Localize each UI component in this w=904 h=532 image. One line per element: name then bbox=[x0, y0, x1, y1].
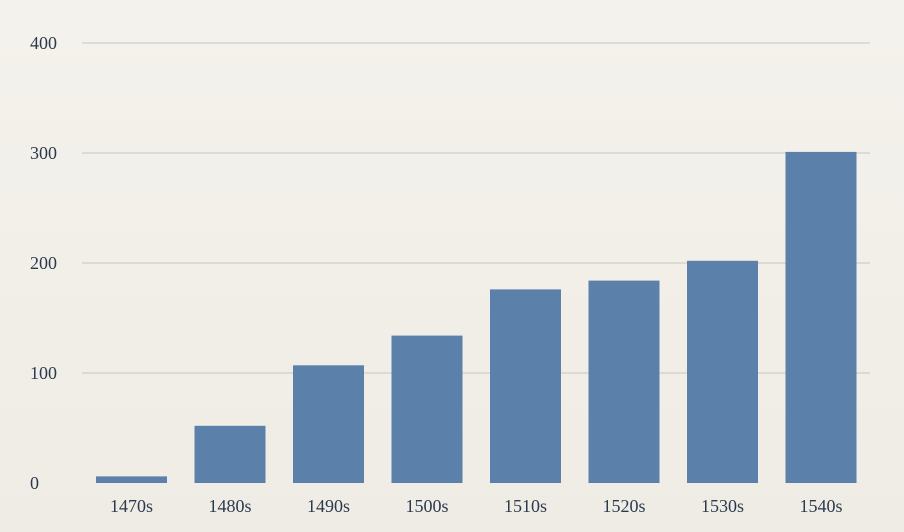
y-tick-label: 0 bbox=[30, 473, 39, 493]
bar-1510s bbox=[490, 289, 561, 483]
x-tick-label: 1540s bbox=[799, 496, 842, 516]
bars-layer bbox=[96, 151, 857, 483]
y-axis-ticks: 0 100 200 300 400 bbox=[30, 33, 57, 493]
bar-1470s bbox=[96, 476, 167, 483]
x-tick-label: 1510s bbox=[504, 496, 547, 516]
y-tick-label: 400 bbox=[30, 33, 57, 53]
bar-1500s bbox=[391, 335, 463, 483]
bar-1520s bbox=[588, 280, 660, 483]
y-tick-label: 200 bbox=[30, 253, 57, 273]
bar-1490s bbox=[293, 365, 364, 483]
y-tick-label: 100 bbox=[30, 363, 57, 383]
x-axis-ticks: 1470s 1480s 1490s 1500s 1510s 1520s 1530s 1540s bbox=[110, 496, 843, 516]
x-tick-label: 1500s bbox=[405, 496, 448, 516]
x-tick-label: 1480s bbox=[208, 496, 251, 516]
x-tick-label: 1470s bbox=[110, 496, 153, 516]
bar-1530s bbox=[687, 260, 758, 483]
x-tick-label: 1520s bbox=[602, 496, 645, 516]
x-tick-label: 1530s bbox=[701, 496, 744, 516]
y-tick-label: 300 bbox=[30, 143, 57, 163]
bar-1540s bbox=[785, 151, 857, 483]
x-tick-label: 1490s bbox=[307, 496, 350, 516]
bar-1480s bbox=[194, 425, 266, 483]
